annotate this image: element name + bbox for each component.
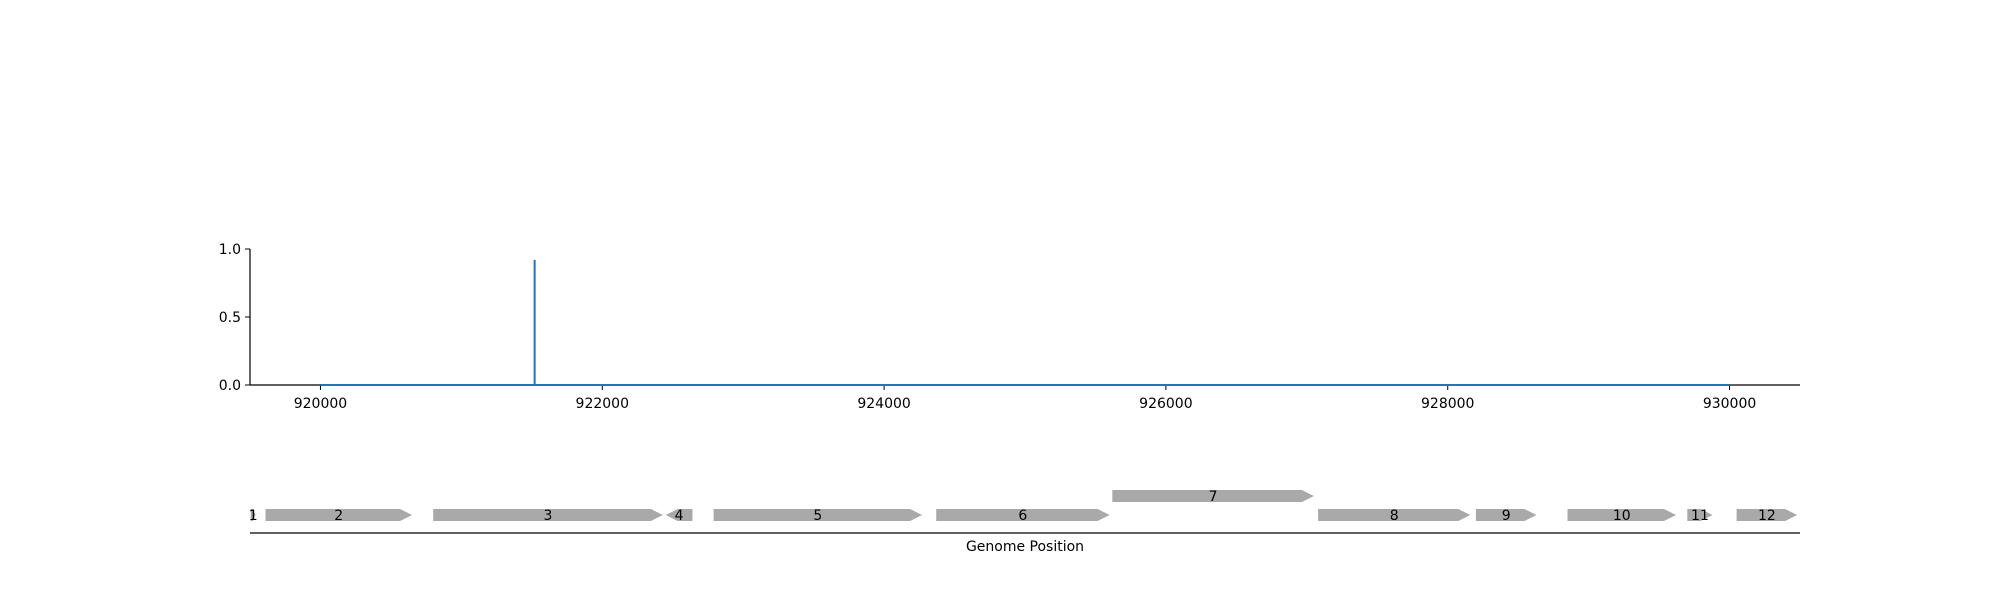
gene-4-label: 4 — [675, 508, 684, 524]
gene-5-arrow — [713, 509, 923, 521]
x-tick-label: 920000 — [294, 396, 347, 412]
y-tick-label: 0.5 — [219, 310, 241, 326]
x-tick-label: 926000 — [1139, 396, 1192, 412]
gene-9-label: 9 — [1502, 508, 1511, 524]
x-tick-label: 930000 — [1703, 396, 1756, 412]
gene-8-label: 8 — [1390, 508, 1399, 524]
gene-2-label: 2 — [334, 508, 343, 524]
gene-3-arrow — [433, 509, 663, 521]
gene-6-arrow — [936, 509, 1110, 521]
gene-1-arrow — [250, 509, 256, 521]
gene-8-arrow — [1318, 509, 1471, 521]
gene-1-label: 1 — [249, 508, 258, 524]
gene-10-label: 10 — [1613, 508, 1631, 524]
coverage-series-line — [320, 259, 1730, 386]
gene-12-arrow — [1736, 509, 1798, 521]
gene-7-arrow — [1112, 490, 1314, 502]
gene-7-label: 7 — [1209, 489, 1218, 505]
gene-11-label: 11 — [1691, 508, 1709, 524]
gene-5-label: 5 — [813, 508, 822, 524]
x-tick-label: 922000 — [576, 396, 629, 412]
gene-10-arrow — [1567, 509, 1676, 521]
gene-11-arrow — [1687, 509, 1713, 521]
x-axis-label: Genome Position — [966, 539, 1084, 555]
gene-12-label: 12 — [1758, 508, 1776, 524]
x-tick-label: 924000 — [857, 396, 910, 412]
y-tick-label: 1.0 — [219, 242, 241, 258]
coverage-plot: 0.0 0.5 1.0 920000 922000 924000 926000 928000 9… — [219, 242, 1800, 412]
x-tick-label: 928000 — [1421, 396, 1474, 412]
gene-2-arrow — [265, 509, 413, 521]
gene-4-arrow — [665, 509, 693, 521]
gene-3-label: 3 — [544, 508, 553, 524]
gene-9-arrow — [1475, 509, 1537, 521]
gene-6-label: 6 — [1018, 508, 1027, 524]
y-tick-label: 0.0 — [219, 378, 241, 394]
